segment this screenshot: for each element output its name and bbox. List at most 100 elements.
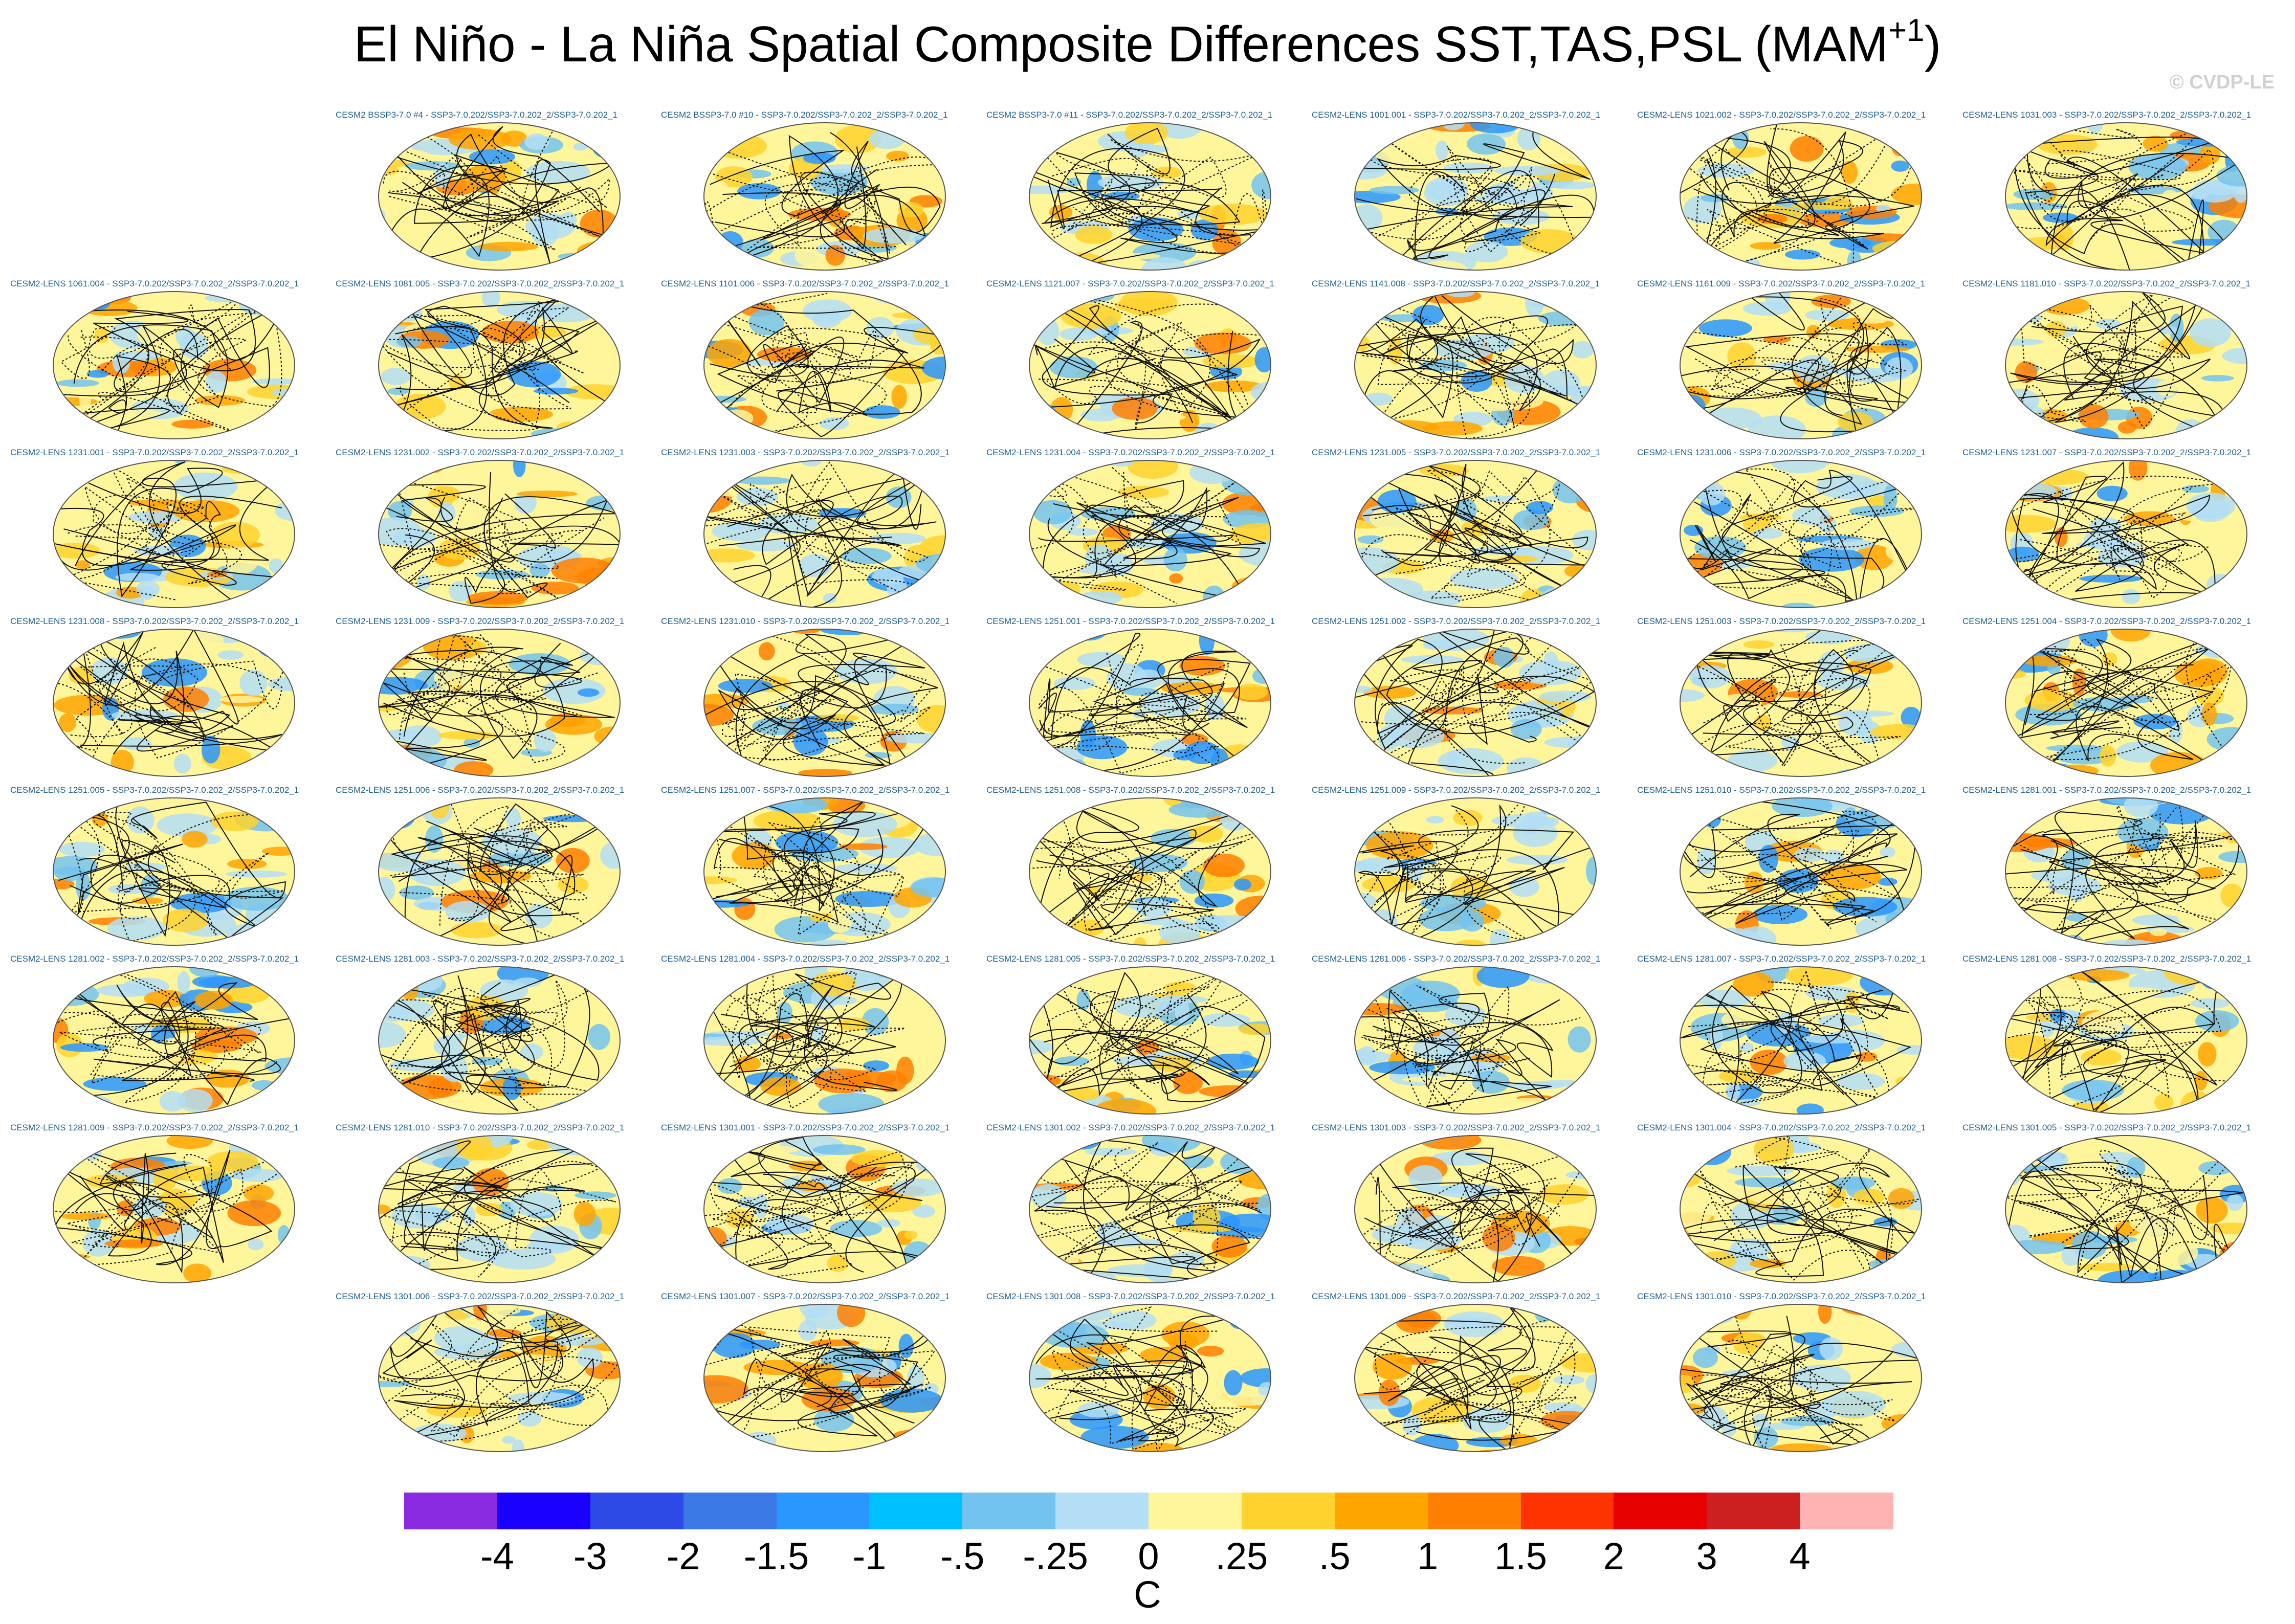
anomaly-region xyxy=(1449,568,1518,590)
anomaly-region xyxy=(225,329,287,344)
anomaly-region xyxy=(70,762,105,776)
anomaly-region xyxy=(1513,509,1549,530)
anomaly-region xyxy=(2218,851,2247,863)
psl-contour xyxy=(54,660,283,768)
anomaly-region xyxy=(2232,417,2247,439)
anomaly-region xyxy=(1453,809,1483,826)
anomaly-region xyxy=(1076,736,1128,760)
anomaly-region xyxy=(1513,179,1533,190)
anomaly-region xyxy=(760,1077,801,1096)
psl-contour xyxy=(62,466,194,600)
psl-contour xyxy=(1370,155,1580,257)
anomaly-region xyxy=(61,1212,112,1220)
anomaly-region xyxy=(733,967,777,975)
psl-contour xyxy=(68,297,273,439)
anomaly-region xyxy=(1901,706,1922,728)
anomaly-region xyxy=(1091,380,1110,388)
psl-contour xyxy=(2017,1147,2239,1282)
psl-contour xyxy=(705,865,839,924)
psl-contour xyxy=(2021,638,2180,776)
map-panel: CESM2-LENS 1301.006 - SSP3-7.0.202/SSP3-… xyxy=(336,1292,663,1455)
psl-contour xyxy=(2020,820,2240,896)
panel-title: CESM2-LENS 1281.008 - SSP3-7.0.202/SSP3-… xyxy=(1962,954,2252,964)
anomaly-region xyxy=(1542,369,1580,395)
anomaly-region xyxy=(128,510,185,524)
anomaly-region xyxy=(1900,421,1917,437)
psl-contour xyxy=(705,1344,936,1441)
anomaly-region xyxy=(243,1184,274,1202)
anomaly-region xyxy=(809,913,835,922)
anomaly-region xyxy=(379,246,419,262)
anomaly-region xyxy=(94,328,109,343)
anomaly-region xyxy=(577,1347,603,1369)
anomaly-region xyxy=(131,897,163,904)
anomaly-region xyxy=(1689,665,1731,688)
psl-contour xyxy=(379,497,608,604)
anomaly-region xyxy=(1077,652,1127,668)
anomaly-region xyxy=(933,460,945,480)
anomaly-region xyxy=(840,843,888,850)
anomaly-region xyxy=(56,379,99,387)
psl-contour xyxy=(1691,1343,1922,1449)
anomaly-region xyxy=(2116,741,2169,763)
psl-contour xyxy=(1688,649,1885,772)
map-panel: CESM2-LENS 1251.001 - SSP3-7.0.202/SSP3-… xyxy=(986,616,1314,780)
psl-contour xyxy=(55,1154,244,1243)
anomaly-region xyxy=(2194,645,2235,655)
anomaly-region xyxy=(1093,1099,1157,1114)
map-outline xyxy=(1354,1135,1597,1283)
panel-title: CESM2-LENS 1231.010 - SSP3-7.0.202/SSP3-… xyxy=(661,616,950,626)
colorbar-tick-label: 3 xyxy=(1696,1535,1717,1577)
anomaly-region xyxy=(381,368,411,385)
anomaly-region xyxy=(1083,1247,1148,1267)
anomaly-region xyxy=(2097,1270,2162,1283)
world-map-plot xyxy=(2005,291,2247,439)
anomaly-region xyxy=(2066,914,2087,922)
psl-contour xyxy=(1029,1184,1250,1281)
anomaly-region xyxy=(1680,702,1711,724)
anomaly-region xyxy=(531,428,593,439)
anomaly-region xyxy=(863,1060,890,1072)
psl-contour xyxy=(380,968,590,1088)
anomaly-region xyxy=(828,914,852,933)
anomaly-region xyxy=(718,679,773,693)
anomaly-region xyxy=(54,866,87,881)
psl-contour xyxy=(1359,473,1532,563)
anomaly-region xyxy=(456,1136,493,1161)
anomaly-region xyxy=(141,586,155,600)
psl-contour xyxy=(1700,650,1872,762)
anomaly-region xyxy=(1571,241,1596,249)
colorbar-box xyxy=(869,1493,963,1529)
anomaly-region xyxy=(1064,1111,1091,1114)
anomaly-region xyxy=(1032,1075,1061,1087)
map-outline xyxy=(1354,460,1597,608)
anomaly-region xyxy=(2099,745,2116,767)
psl-contour xyxy=(1689,468,1824,589)
anomaly-region xyxy=(1879,589,1922,596)
anomaly-region xyxy=(1685,798,1715,818)
world-map-plot xyxy=(53,460,295,608)
anomaly-region xyxy=(1239,1023,1271,1035)
anomaly-region xyxy=(825,244,845,266)
anomaly-region xyxy=(1493,647,1515,668)
anomaly-region xyxy=(800,232,814,248)
anomaly-region xyxy=(1233,699,1271,719)
anomaly-region xyxy=(812,309,842,328)
anomaly-region xyxy=(2232,138,2247,146)
anomaly-region xyxy=(2005,338,2044,346)
anomaly-region xyxy=(833,475,859,492)
panel-title: CESM2-LENS 1231.004 - SSP3-7.0.202/SSP3-… xyxy=(986,448,1275,457)
anomaly-region xyxy=(1355,335,1370,351)
panel-title: CESM2-LENS 1301.010 - SSP3-7.0.202/SSP3-… xyxy=(1637,1292,1926,1301)
psl-contour xyxy=(1041,692,1246,753)
anomaly-region xyxy=(1138,917,1183,925)
anomaly-region xyxy=(1413,1036,1459,1061)
map-outline xyxy=(53,291,295,439)
anomaly-region xyxy=(1547,1440,1571,1452)
anomaly-region xyxy=(2050,765,2099,776)
world-map-plot xyxy=(2005,966,2247,1115)
anomaly-region xyxy=(1366,831,1433,860)
psl-contour xyxy=(1694,470,1920,608)
psl-contour xyxy=(1355,305,1581,434)
anomaly-region xyxy=(609,292,620,297)
